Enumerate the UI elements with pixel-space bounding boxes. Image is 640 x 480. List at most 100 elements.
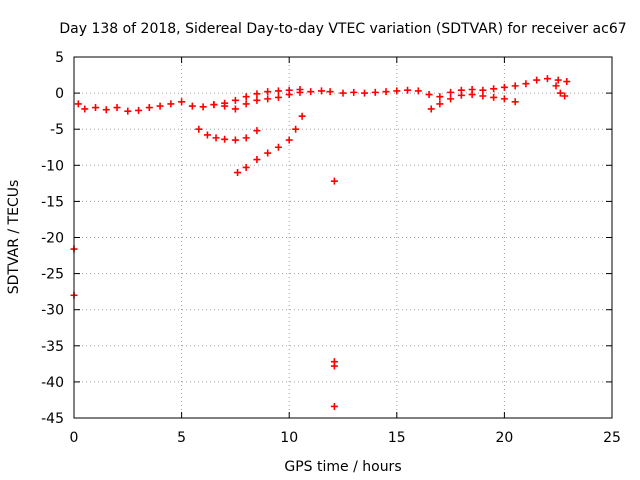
- data-point: [264, 95, 272, 103]
- series-late-band: [339, 75, 571, 101]
- data-point: [212, 134, 220, 142]
- data-point: [479, 92, 487, 100]
- data-point: [102, 106, 110, 114]
- data-point: [511, 98, 519, 106]
- data-point: [298, 112, 306, 120]
- data-point: [81, 105, 89, 113]
- data-point: [330, 402, 338, 410]
- data-point: [296, 85, 304, 93]
- data-point: [145, 104, 153, 112]
- series-early-lower-arc: [195, 125, 261, 144]
- axis-ticks: 0 5 10 15 20 25 5 0 -5 -10 -15 -20 -25 -30 -35 -40 -45: [41, 50, 621, 446]
- data-point: [285, 136, 293, 144]
- chart-title: Day 138 of 2018, Sidereal Day-to-day VTE…: [59, 21, 626, 37]
- data-point: [307, 88, 315, 96]
- data-point: [436, 93, 444, 101]
- data-point: [371, 88, 379, 96]
- series-late-falling-tail: [552, 82, 569, 100]
- data-point: [427, 105, 435, 113]
- data-point: [326, 88, 334, 96]
- y-tick-label: -40: [41, 375, 64, 391]
- data-point: [188, 102, 196, 110]
- data-point: [156, 102, 164, 110]
- data-point: [350, 88, 358, 96]
- data-point: [425, 91, 433, 99]
- data-point: [414, 87, 422, 95]
- data-point: [393, 87, 401, 95]
- data-point: [231, 105, 239, 113]
- data-point: [522, 80, 530, 88]
- x-tick-label: 15: [388, 430, 406, 446]
- y-tick-label: -25: [41, 267, 64, 283]
- data-point: [436, 100, 444, 108]
- data-point: [195, 125, 203, 133]
- data-point: [317, 87, 325, 95]
- y-tick-label: -15: [41, 194, 64, 210]
- data-point: [490, 85, 498, 93]
- y-tick-label: -10: [41, 158, 64, 174]
- y-tick-label: 0: [55, 86, 64, 102]
- data-point: [74, 100, 82, 108]
- data-point: [490, 93, 498, 101]
- x-axis-title: GPS time / hours: [284, 459, 401, 475]
- data-point: [92, 104, 100, 112]
- data-point: [447, 88, 455, 96]
- y-tick-label: -20: [41, 231, 64, 247]
- series-upper-arc: [210, 85, 304, 109]
- data-point: [274, 143, 282, 151]
- data-point: [203, 131, 211, 139]
- data-point: [242, 163, 250, 171]
- data-point: [361, 89, 369, 97]
- data-point: [500, 95, 508, 103]
- y-tick-label: -30: [41, 303, 64, 319]
- data-point: [167, 100, 175, 108]
- data-point: [563, 78, 571, 86]
- data-point: [253, 90, 261, 98]
- data-point: [221, 99, 229, 107]
- data-point: [124, 107, 132, 115]
- data-point: [285, 86, 293, 94]
- data-point: [234, 169, 242, 177]
- data-point: [330, 362, 338, 370]
- y-tick-label: -35: [41, 339, 64, 355]
- data-point: [242, 93, 250, 101]
- data-point: [561, 92, 569, 100]
- data-point: [339, 89, 347, 97]
- data-point: [253, 96, 261, 104]
- data-point: [135, 106, 143, 114]
- data-point: [554, 76, 562, 84]
- y-axis-title: SDTVAR / TECUs: [6, 180, 22, 295]
- x-tick-label: 25: [603, 430, 621, 446]
- data-point: [552, 82, 560, 90]
- data-point: [221, 135, 229, 143]
- data-point: [533, 76, 541, 84]
- series-late-dip: [427, 91, 519, 113]
- data-point: [210, 101, 218, 109]
- data-point: [274, 87, 282, 95]
- y-tick-label: -45: [41, 411, 64, 427]
- data-point: [543, 75, 551, 83]
- data-point: [511, 82, 519, 90]
- data-point: [264, 88, 272, 96]
- x-tick-label: 5: [177, 430, 186, 446]
- x-tick-label: 10: [280, 430, 298, 446]
- data-point: [242, 134, 250, 142]
- data-point: [253, 156, 261, 164]
- x-tick-label: 0: [70, 430, 79, 446]
- data-point: [468, 91, 476, 99]
- data-point: [457, 91, 465, 99]
- y-tick-label: 5: [55, 50, 64, 66]
- data-point: [199, 103, 207, 111]
- data-point: [330, 177, 338, 185]
- data-point: [447, 95, 455, 103]
- data-point: [231, 96, 239, 104]
- y-tick-label: -5: [50, 122, 64, 138]
- data-point: [178, 98, 186, 106]
- data-point: [500, 83, 508, 91]
- data-point: [274, 93, 282, 101]
- data-point: [404, 86, 412, 94]
- x-tick-label: 20: [495, 430, 513, 446]
- data-point: [556, 89, 564, 97]
